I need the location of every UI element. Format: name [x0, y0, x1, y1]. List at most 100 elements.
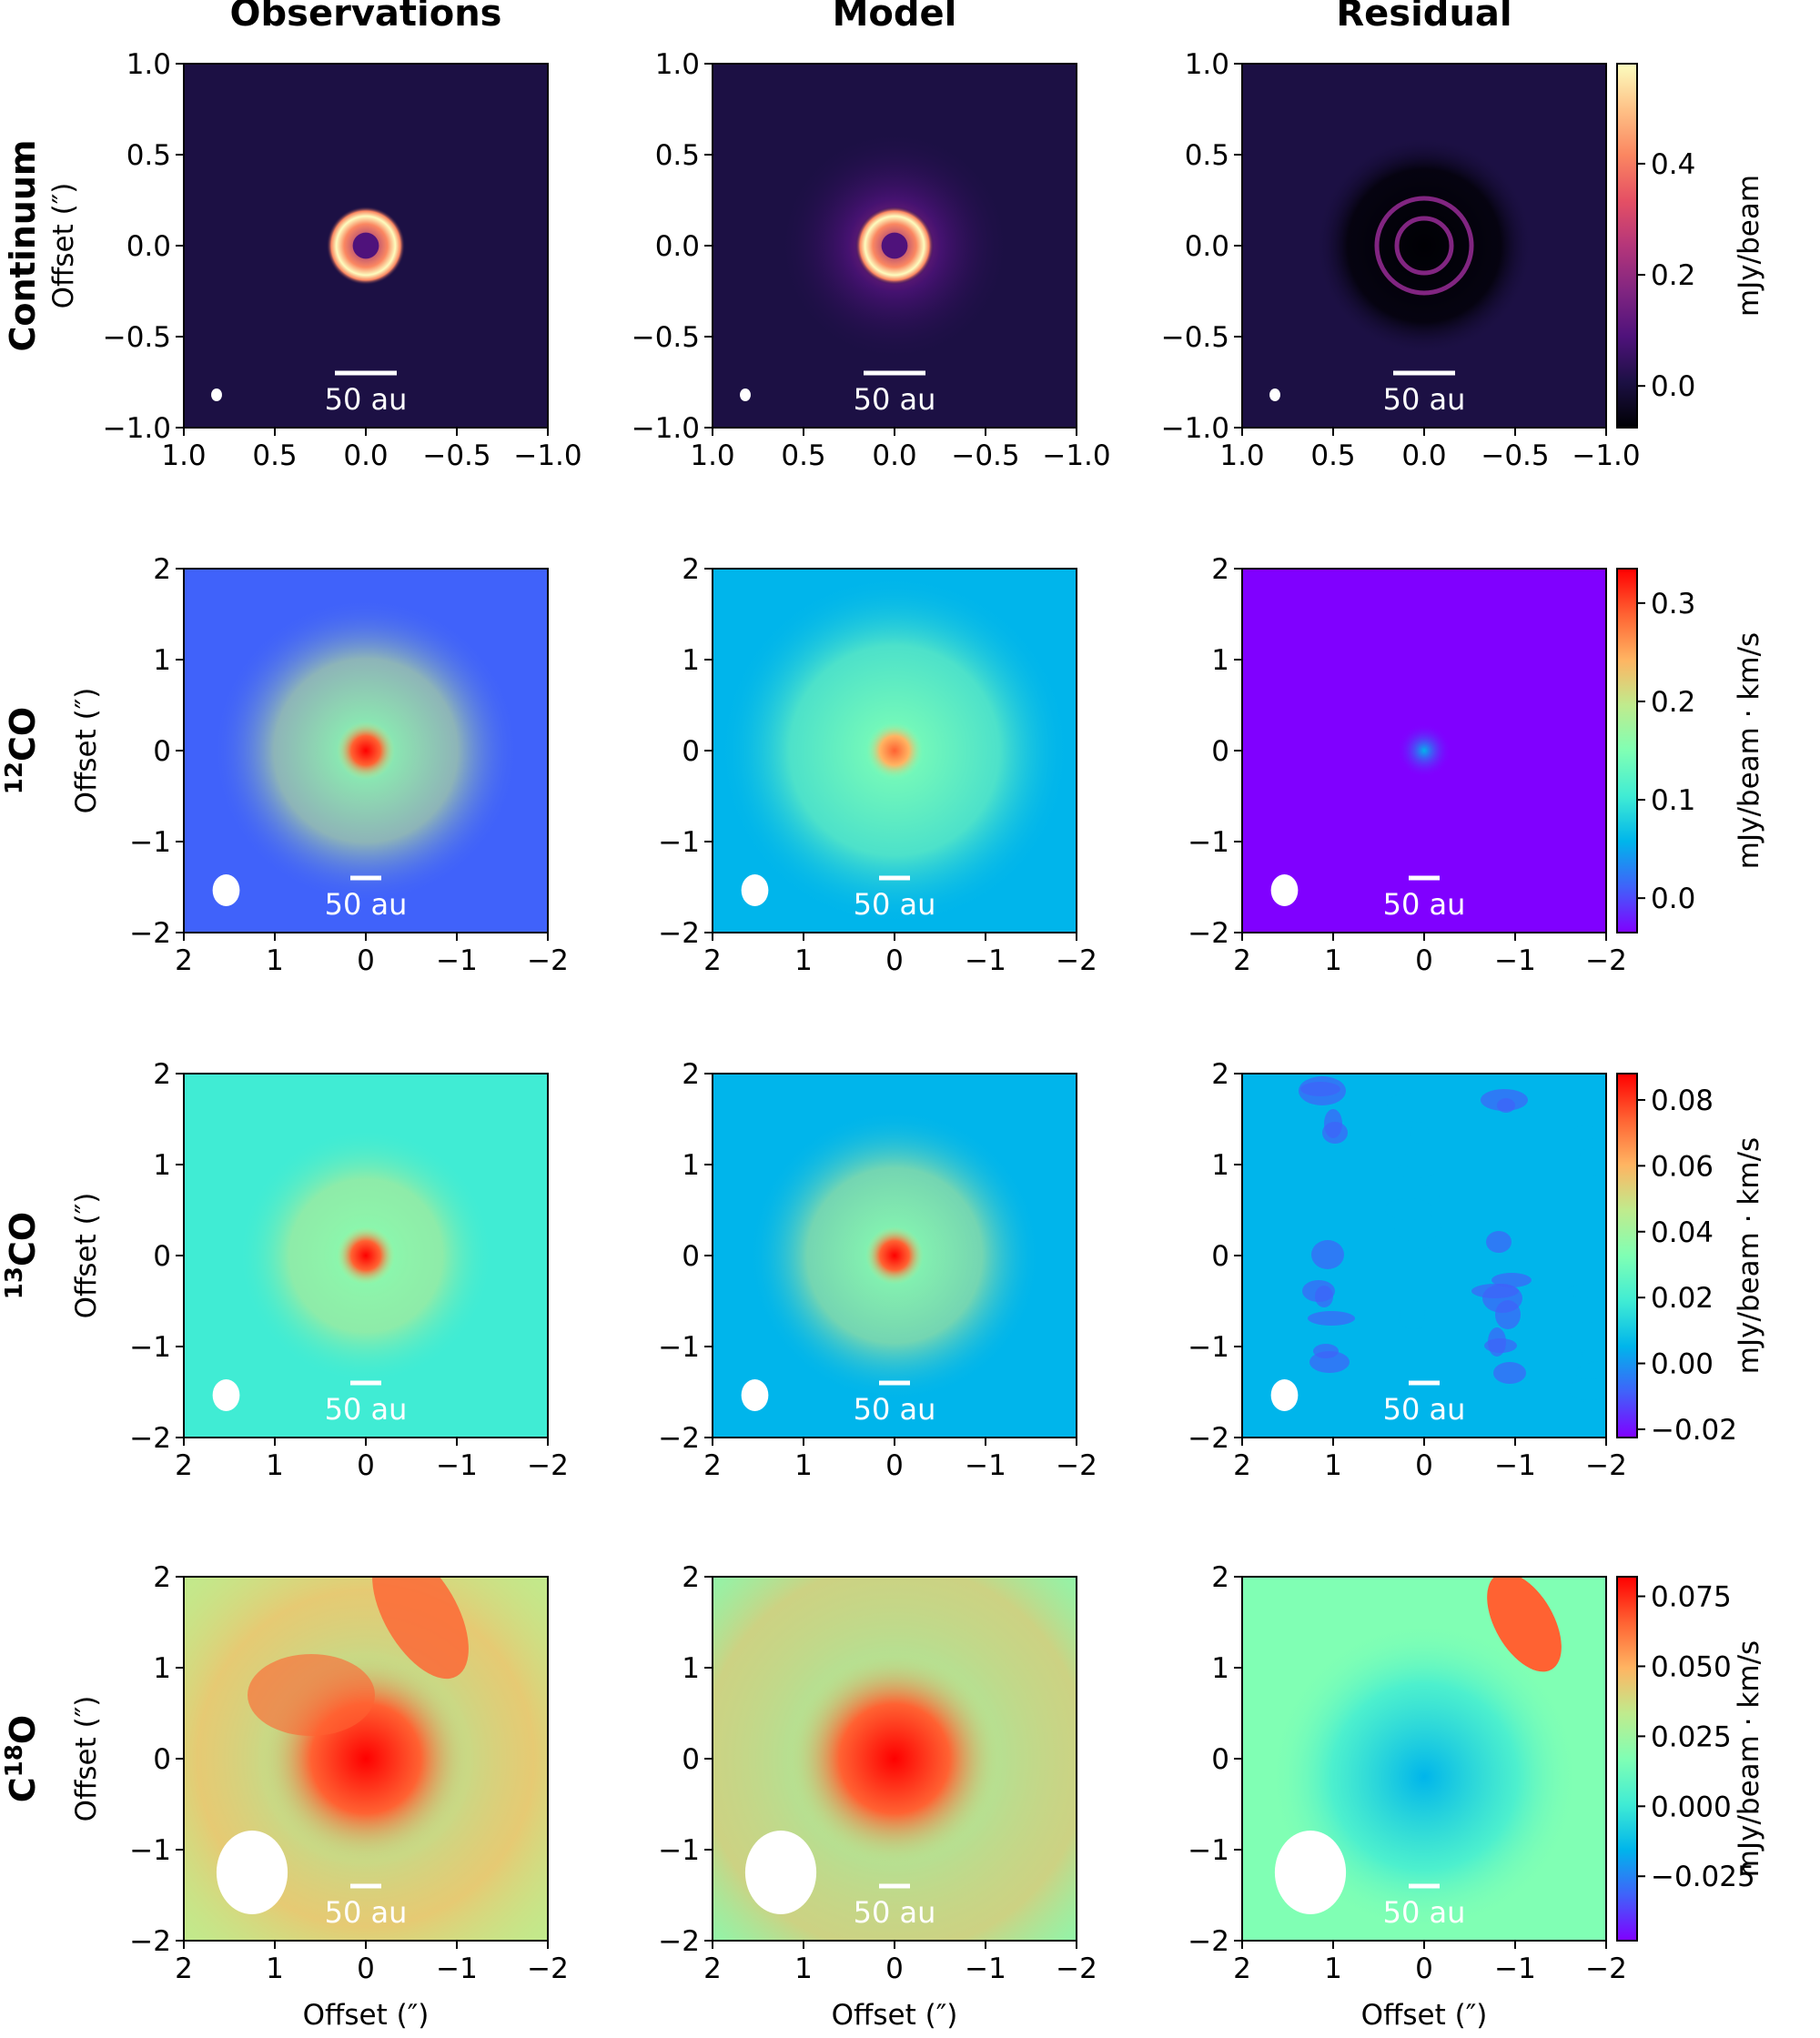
- y-tick-label: −1.0: [632, 412, 700, 445]
- colorbar-tick-label: 0.06: [1651, 1150, 1714, 1183]
- y-tick-label: 2: [682, 553, 700, 586]
- x-tick-label: 0: [357, 944, 375, 977]
- x-tick-label: 0: [1415, 944, 1433, 977]
- noise-blob: [1387, 1093, 1427, 1122]
- colorbar-tick-label: 0.04: [1651, 1216, 1714, 1249]
- y-tick-label: −0.5: [632, 321, 700, 354]
- x-tick-label: 1: [1324, 944, 1342, 977]
- noise-blob: [1567, 1284, 1606, 1298]
- column-title-model: Model: [833, 0, 957, 35]
- x-tick-label: −2: [1585, 1952, 1627, 1985]
- y-tick-label: −2: [1188, 1422, 1229, 1455]
- emission-peak: [865, 721, 924, 780]
- y-tick-label: −2: [658, 917, 700, 950]
- y-tick-label: −1: [129, 826, 171, 859]
- x-axis-label: Offset (″): [832, 1999, 958, 2032]
- x-tick-label: −2: [1585, 1449, 1627, 1482]
- colorbar-tick-label: 0.0: [1651, 370, 1695, 403]
- x-tick-label: 1: [1324, 1952, 1342, 1985]
- residual-deficit: [1269, 1622, 1579, 1932]
- beam-ellipse: [211, 388, 222, 401]
- panel-continuum-model: 50 au1.0−1.00.5−0.50.00.0−0.50.5−1.01.0: [632, 48, 1111, 472]
- x-tick-label: −2: [527, 1449, 569, 1482]
- x-tick-label: 0: [357, 1952, 375, 1985]
- y-tick-label: 2: [1211, 1561, 1229, 1594]
- noise-blob: [1488, 1327, 1506, 1357]
- y-tick-label: 0: [682, 1743, 700, 1776]
- colorbar-continuum: 0.0 0.2 0.4 mJy/beam: [1616, 63, 1765, 429]
- ring-cavity: [352, 232, 379, 259]
- beam-ellipse: [212, 1379, 240, 1411]
- x-tick-label: −1: [1494, 944, 1536, 977]
- panel-12co-residual: 50 au2−21−100−11−22: [1188, 553, 1627, 977]
- x-tick-label: 0: [885, 1449, 904, 1482]
- scale-bar-label: 50 au: [325, 887, 408, 922]
- noise-blob: [1580, 1147, 1606, 1162]
- heatmap-image: [1242, 569, 1606, 933]
- residual-excess: [1487, 1577, 1562, 1672]
- y-tick-label: 0.0: [1185, 230, 1229, 263]
- x-tick-label: −1: [965, 1449, 1006, 1482]
- x-tick-label: −1: [1494, 1952, 1536, 1985]
- ring-cavity: [881, 232, 908, 259]
- x-tick-label: −1: [965, 1952, 1006, 1985]
- colorbar-gradient: [1616, 1576, 1638, 1942]
- y-tick-label: 1.0: [126, 48, 171, 81]
- y-tick-label: 1: [1211, 1149, 1229, 1182]
- y-tick-label: −1.0: [1161, 412, 1229, 445]
- panel-13co-model: 50 au2−21−100−11−22: [658, 1058, 1097, 1482]
- noise-blob: [1401, 1153, 1420, 1167]
- y-tick-label: 2: [153, 1561, 171, 1594]
- colorbar-tick-label: 0.02: [1651, 1282, 1714, 1315]
- x-tick-label: 2: [703, 944, 722, 977]
- row-title: Continuum: [3, 140, 43, 352]
- beam-ellipse: [744, 1831, 817, 1914]
- colorbar-tick-label: −0.02: [1651, 1414, 1737, 1447]
- beam-ellipse: [1274, 1831, 1347, 1914]
- x-tick-label: 1.0: [161, 439, 206, 472]
- x-tick-label: 0: [357, 1449, 375, 1482]
- noise-blob: [1569, 1378, 1606, 1400]
- x-tick-label: 0.0: [343, 439, 388, 472]
- x-tick-label: −1.0: [1042, 439, 1110, 472]
- y-tick-label: −0.5: [1161, 321, 1229, 354]
- x-tick-label: 1.0: [1219, 439, 1264, 472]
- scale-bar-label: 50 au: [325, 1895, 408, 1930]
- noise-blob: [1572, 1125, 1598, 1140]
- colorbar-tick-label: 0.050: [1651, 1650, 1732, 1683]
- noise-blob: [1571, 1322, 1603, 1351]
- colorbar-label: mJy/beam · km/s: [1733, 1640, 1765, 1877]
- y-tick-label: 0.5: [1185, 139, 1229, 172]
- x-tick-label: −0.5: [951, 439, 1019, 472]
- y-tick-label: 1: [682, 1652, 700, 1685]
- y-axis-label: Offset (″): [70, 1696, 103, 1822]
- noise-blob: [1302, 1280, 1335, 1302]
- y-tick-label: 1: [682, 1149, 700, 1182]
- y-tick-label: −1: [658, 1834, 700, 1867]
- x-tick-label: 2: [703, 1952, 722, 1985]
- y-tick-label: −2: [129, 917, 171, 950]
- x-tick-label: −1: [1494, 1449, 1536, 1482]
- noise-blob: [1324, 1109, 1342, 1138]
- residual-ring-2: [1374, 196, 1474, 296]
- scale-bar-label: 50 au: [854, 382, 936, 417]
- x-tick-label: 2: [175, 1952, 193, 1985]
- heatmap-image: [713, 1074, 1077, 1438]
- x-tick-label: 2: [175, 944, 193, 977]
- scale-bar-label: 50 au: [854, 1895, 936, 1930]
- x-tick-label: 0: [885, 944, 904, 977]
- y-tick-label: 0.0: [655, 230, 700, 263]
- x-tick-label: 2: [175, 1449, 193, 1482]
- x-tick-label: −0.5: [422, 439, 490, 472]
- x-tick-label: −0.5: [1481, 439, 1549, 472]
- beam-ellipse: [740, 388, 751, 401]
- column-title-residual: Residual: [1336, 0, 1512, 35]
- x-tick-label: −2: [1056, 1952, 1097, 1985]
- y-tick-label: 1.0: [1185, 48, 1229, 81]
- y-tick-label: −1: [129, 1834, 171, 1867]
- x-tick-label: 2: [703, 1449, 722, 1482]
- x-tick-label: −1: [436, 1952, 478, 1985]
- x-tick-label: 2: [1233, 944, 1251, 977]
